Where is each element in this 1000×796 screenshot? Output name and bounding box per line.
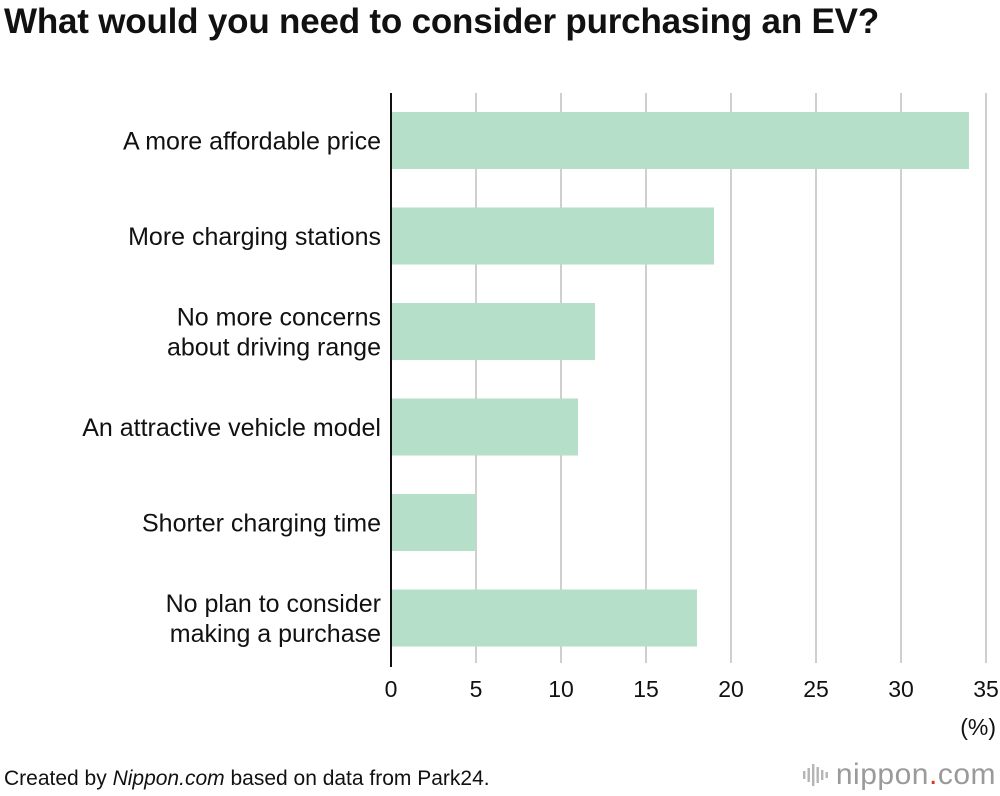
bar-0	[391, 112, 969, 169]
x-tick-label-0: 0	[385, 676, 398, 702]
logo-brand: nippon	[835, 758, 929, 791]
category-label-5-line-0: No plan to consider	[166, 590, 381, 618]
bar-5	[391, 589, 697, 647]
x-tick-label-25: 25	[803, 676, 829, 702]
chart-title: What would you need to consider purchasi…	[4, 2, 879, 41]
category-labels: A more affordable price More charging sta…	[82, 128, 381, 649]
x-axis-unit-label: (%)	[960, 714, 996, 740]
bar-4	[391, 494, 476, 551]
category-label-5-line-1: making a purchase	[170, 620, 381, 648]
credit-prefix: Created by	[4, 767, 113, 790]
credit-suffix: based on data from Park24.	[224, 767, 490, 790]
bar-3	[391, 398, 578, 456]
credit-site: Nippon.com	[112, 767, 225, 790]
logo-dot: .	[928, 758, 938, 791]
category-label-2-line-1: about driving range	[167, 334, 381, 362]
bar-2	[391, 303, 595, 360]
nippon-logo: nippon.com	[802, 758, 996, 792]
category-label-3: An attractive vehicle model	[82, 414, 381, 442]
category-label-1: More charging stations	[128, 223, 381, 251]
x-tick-label-15: 15	[633, 676, 659, 702]
soundwave-icon	[802, 764, 828, 786]
logo-wordmark: nippon.com	[836, 758, 996, 792]
x-tick-label-30: 30	[888, 676, 914, 702]
source-credit: Created by Nippon.com based on data from…	[4, 767, 490, 791]
grid-lines	[475, 93, 987, 663]
bar-1	[391, 207, 714, 265]
x-tick-label-5: 5	[470, 676, 483, 702]
category-label-4: Shorter charging time	[142, 510, 381, 538]
category-label-2-line-0: No more concerns	[177, 304, 381, 332]
bars	[391, 112, 969, 647]
category-label-0: A more affordable price	[123, 128, 381, 156]
x-tick-label-10: 10	[548, 676, 574, 702]
logo-tld: com	[937, 758, 996, 791]
x-tick-label-20: 20	[718, 676, 744, 702]
x-tick-labels: 0 5 10 15 20 25 30 35	[385, 676, 999, 702]
x-tick-label-35: 35	[973, 676, 999, 702]
